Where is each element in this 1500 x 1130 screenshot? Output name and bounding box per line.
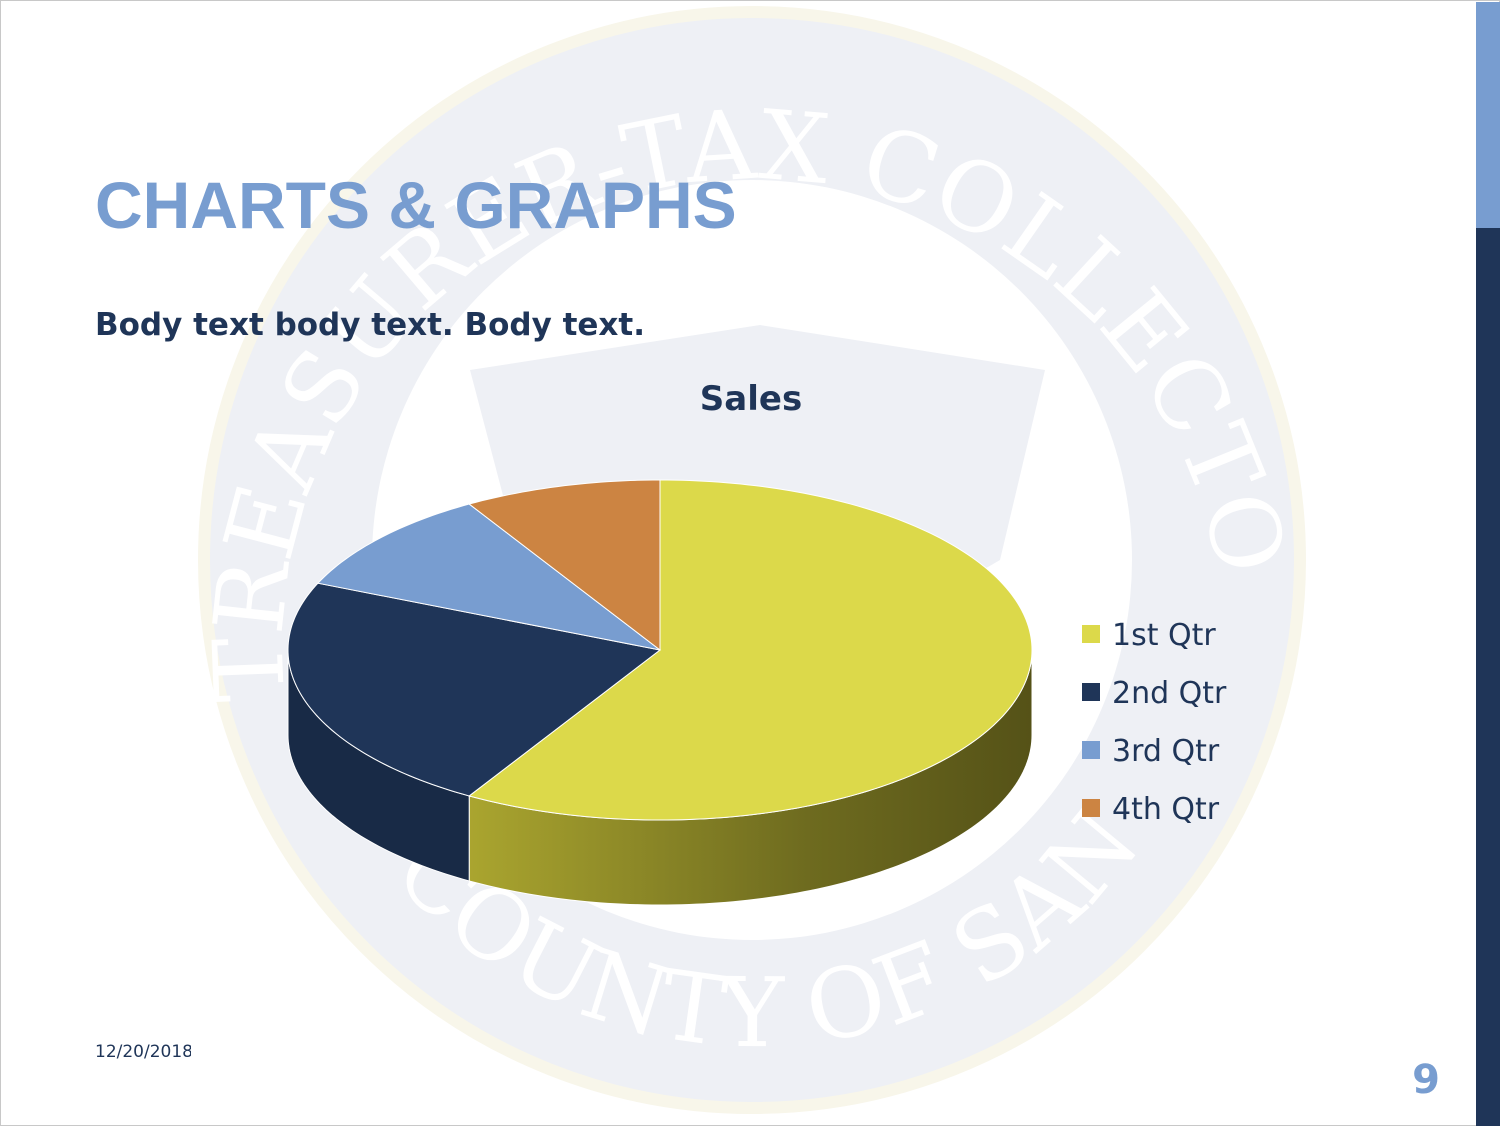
- body-text: Body text body text. Body text.: [95, 307, 645, 343]
- legend-label: 2nd Qtr: [1112, 676, 1227, 711]
- legend-label: 4th Qtr: [1112, 792, 1220, 827]
- side-bar-dark: [1476, 228, 1500, 1126]
- page-number: 9: [1412, 1057, 1440, 1103]
- legend-swatch: [1082, 683, 1100, 701]
- pie-slice: [287, 582, 662, 797]
- legend: 1st Qtr 2nd Qtr 3rd Qtr 4th Qtr: [1082, 618, 1227, 827]
- chart-title: Sales: [700, 379, 802, 419]
- legend-swatch: [1082, 741, 1100, 759]
- pie-chart: [287, 479, 1033, 906]
- slide-date: 12/20/2018: [95, 1042, 193, 1062]
- pie-slice: [316, 503, 661, 651]
- pie-slice: [468, 479, 1033, 821]
- side-bar-light: [1476, 2, 1500, 228]
- pie-slice: [468, 479, 661, 652]
- legend-swatch: [1082, 625, 1100, 643]
- slide-title: CHARTS & GRAPHS: [95, 168, 737, 242]
- legend-label: 3rd Qtr: [1112, 734, 1220, 769]
- legend-swatch: [1082, 799, 1100, 817]
- legend-label: 1st Qtr: [1112, 618, 1216, 653]
